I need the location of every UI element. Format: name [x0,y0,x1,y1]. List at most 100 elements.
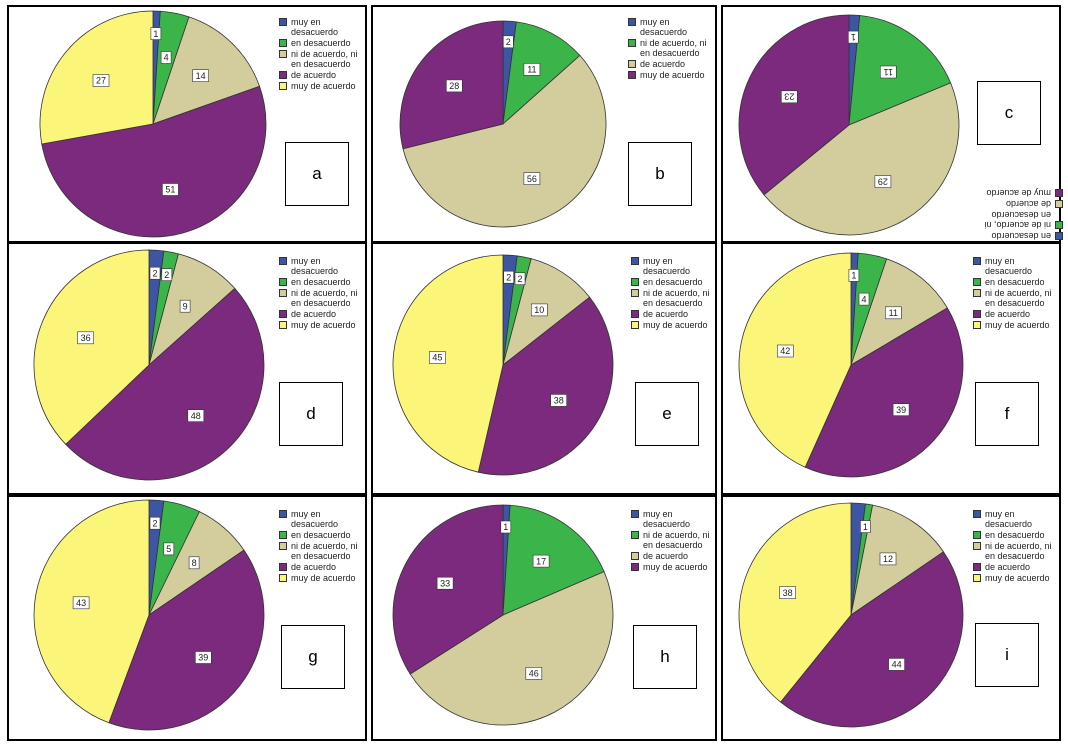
pie-slice [848,15,952,126]
legend-label: muy en desacuerdo [291,256,339,276]
legend-item: ni de acuerdo, ni en desacuerdo [279,288,369,308]
legend-swatch [973,574,981,582]
panel-letter-box: b [628,142,692,206]
data-label: 5 [166,544,171,554]
legend-item: de acuerdo [631,551,721,561]
legend-label: en desacuerdo [643,277,703,287]
panel-letter-box: d [279,382,343,446]
data-label-box [531,303,548,317]
data-label: 8 [192,558,197,568]
data-label-box [503,270,514,284]
legend-swatch [631,278,639,286]
legend-swatch [973,278,981,286]
data-label: 33 [440,578,450,588]
legend-item: muy en desacuerdo [279,509,369,529]
legend-label: de acuerdo [291,70,337,80]
legend-item: muy de acuerdo [631,320,721,330]
pie-slice [779,551,964,728]
legend-swatch [1055,189,1063,197]
data-label: 29 [878,176,888,186]
panel-letter-box: i [975,623,1039,687]
data-label: 43 [76,598,86,608]
data-label: 4 [164,53,169,63]
chart-legend: muy en desacuerdo en desacuerdo ni de acue… [973,256,1063,331]
pie-slice [402,54,607,228]
legend-label: ni de acuerdo, ni en desacuerdo [291,541,358,561]
data-label-box [188,556,200,570]
data-label: 10 [534,305,544,315]
legend-swatch [279,574,287,582]
legend-swatch [279,289,287,297]
pie-slice [392,254,504,473]
chart-legend: muy en desacuerdo en desacuerdo ni de acue… [279,256,369,331]
data-label: 27 [96,76,106,86]
legend-label: ni de acuerdo, ni en desacuerdo [643,530,710,550]
pie-slice [850,504,945,616]
data-label-box [92,74,110,87]
data-label-box [149,516,161,530]
legend-label: muy en desacuerdo [643,509,691,529]
data-label: 2 [517,274,522,284]
legend-label: muy en desacuerdo [291,17,339,37]
legend-label: muy de acuerdo [986,188,1051,198]
data-label-box [429,351,446,364]
panel-letter-box: f [975,382,1039,446]
legend-label: muy en desacuerdo [291,509,339,529]
legend-label: de acuerdo [985,562,1031,572]
pie-slice [65,287,265,481]
legend-item: muy en desacuerdo [631,256,721,276]
legend-swatch [1055,200,1063,208]
data-label-box [858,292,870,306]
data-label: 42 [780,346,790,356]
panel-letter-box: c [977,81,1041,145]
legend-label: de acuerdo [1005,199,1051,209]
legend-label: muy en desacuerdo [985,509,1033,529]
data-label: 23 [784,92,794,102]
legend-item: en desacuerdo [279,530,369,540]
data-label-box [848,269,860,282]
chart-panel-h: 1 17 46 33 muy en desacuerdo ni de acuerdo, n… [371,495,717,741]
data-label: 1 [851,271,856,281]
legend-swatch [631,310,639,318]
data-label: 2 [506,37,511,47]
data-label: 17 [536,556,546,566]
legend-swatch [279,321,287,329]
legend-item: muy en desacuerdo [628,17,718,37]
data-label: 1 [863,522,868,532]
legend-label: de acuerdo [291,562,337,572]
legend-label: muy de acuerdo [985,320,1050,330]
legend-item: en desacuerdo [279,38,369,48]
legend-swatch [1055,221,1063,229]
data-label-box [162,183,179,196]
legend-label: ni de acuerdo, ni en desacuerdo [291,288,358,308]
legend-item: ni de acuerdo, ni en desacuerdo [279,541,369,561]
legend-label: muy de acuerdo [643,562,708,572]
data-label-box [523,63,541,76]
legend-swatch [631,257,639,265]
pie-slice [41,85,267,238]
legend-label: muy de acuerdo [291,573,356,583]
legend-label: ni de acuerdo, ni en desacuerdo [640,38,707,58]
pie-slice [763,82,960,236]
legend-label: muy en desacuerdo [643,256,691,276]
legend-swatch [1055,232,1063,240]
pie-slice [738,252,852,468]
legend-swatch [279,18,287,26]
legend-swatch [279,531,287,539]
data-label: 36 [81,333,91,343]
data-label: 45 [432,353,442,363]
legend-label: de acuerdo [640,59,686,69]
data-label-box [888,658,905,671]
chart-panel-i: 1 12 44 38 muy en desacuerdo en desacuerdo ni … [721,495,1061,741]
panel-letter-box: a [285,142,349,206]
data-label: 12 [883,554,893,564]
panel-letter-box: g [281,625,345,689]
data-label-box [500,520,512,534]
pie-chart-svg: 1 4 11 39 42 [738,252,964,478]
data-label-box [885,306,902,320]
legend-swatch [973,321,981,329]
legend-item: muy de acuerdo [628,70,718,80]
legend-label: ni de acuerdo, ni en desacuerdo [985,541,1052,561]
data-label: 2 [506,272,511,282]
